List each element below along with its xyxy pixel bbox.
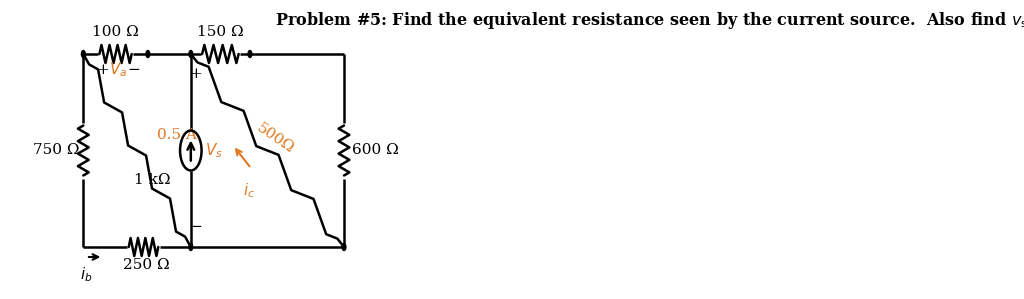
Text: +: + xyxy=(97,63,110,77)
Text: 600 Ω: 600 Ω xyxy=(352,144,398,158)
Text: 1 kΩ: 1 kΩ xyxy=(134,173,171,187)
Text: $V_a$: $V_a$ xyxy=(110,61,127,79)
Text: 100 Ω: 100 Ω xyxy=(92,25,139,39)
Text: $V_s$: $V_s$ xyxy=(205,141,222,160)
Text: $i_c$: $i_c$ xyxy=(243,181,255,200)
Text: 0.5 A: 0.5 A xyxy=(158,129,198,143)
Circle shape xyxy=(342,243,346,251)
Text: 250 Ω: 250 Ω xyxy=(123,258,170,272)
Circle shape xyxy=(248,51,252,57)
Circle shape xyxy=(146,51,150,57)
Text: −: − xyxy=(127,63,139,77)
Text: Problem #5: Find the equivalent resistance seen by the current source.  Also fin: Problem #5: Find the equivalent resistan… xyxy=(275,10,1024,31)
Circle shape xyxy=(189,243,193,251)
Text: 750 Ω: 750 Ω xyxy=(33,144,79,158)
Text: $i_b$: $i_b$ xyxy=(80,265,92,284)
Text: 150 Ω: 150 Ω xyxy=(197,25,244,39)
Text: +: + xyxy=(189,67,203,81)
Circle shape xyxy=(189,51,193,57)
Text: −: − xyxy=(189,220,203,234)
Text: 500Ω: 500Ω xyxy=(254,121,296,156)
Circle shape xyxy=(82,51,85,57)
